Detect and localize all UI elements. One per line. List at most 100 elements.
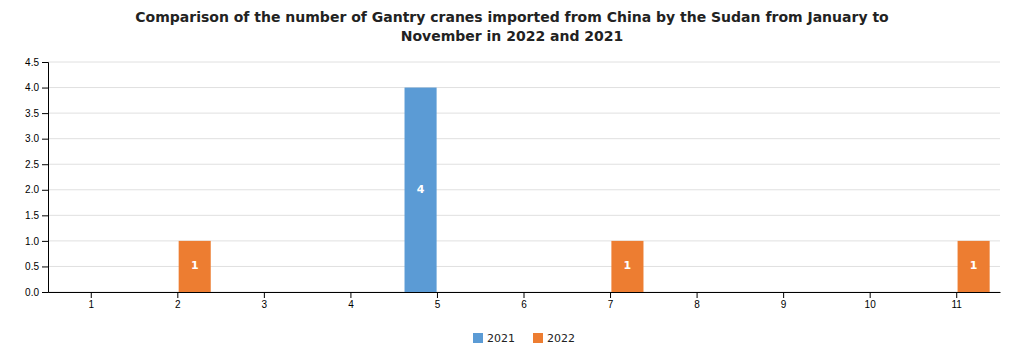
x-tick-mark — [437, 292, 438, 298]
y-tick-label: 2.0 — [25, 184, 39, 195]
bar — [871, 292, 903, 293]
grid-line — [48, 62, 1000, 63]
x-tick-mark — [264, 292, 265, 298]
grid-line — [48, 138, 1000, 139]
x-tick-mark — [91, 292, 92, 298]
y-tick: 2.5 — [25, 159, 48, 170]
x-tick: 8 — [694, 292, 700, 310]
x-tick-mark — [697, 292, 698, 298]
y-tick-label: 1.0 — [25, 236, 39, 247]
bar — [837, 292, 869, 293]
x-tick: 6 — [521, 292, 527, 310]
data-label: 4 — [417, 183, 425, 196]
x-tick: 10 — [865, 292, 877, 310]
x-tick-label: 1 — [88, 299, 94, 310]
legend-label: 2021 — [487, 332, 515, 345]
data-label: 1 — [970, 259, 978, 272]
legend-item: 2021 — [473, 332, 515, 345]
x-tick-label: 11 — [952, 299, 963, 310]
x-tick-mark — [177, 292, 178, 298]
bar — [491, 292, 523, 293]
grid-line — [48, 189, 1000, 190]
legend-item: 2022 — [533, 332, 575, 345]
x-tick-label: 5 — [435, 299, 441, 310]
x-tick: 5 — [435, 292, 441, 310]
chart-svg: 0.00.51.01.52.02.53.03.54.04.51234567891… — [0, 0, 1024, 358]
x-tick-mark — [870, 292, 871, 298]
chart-container: 0.00.51.01.52.02.53.03.54.04.51234567891… — [0, 0, 1024, 358]
data-label: 1 — [191, 259, 199, 272]
x-tick: 1 — [88, 292, 94, 310]
y-tick: 4.5 — [25, 57, 48, 68]
y-axis: 0.0 0.5 1.0 1.5 2.0 2.5 3.0 3.5 4.0 4.5 — [25, 57, 48, 298]
y-tick: 1.5 — [25, 210, 48, 221]
x-tick-label: 9 — [781, 299, 787, 310]
grid-line — [48, 215, 1000, 216]
legend-swatch — [533, 333, 543, 343]
y-tick-mark — [42, 113, 48, 114]
bar — [352, 292, 384, 293]
bar — [698, 292, 730, 293]
x-tick-label: 6 — [521, 299, 527, 310]
bar — [58, 292, 90, 293]
x-tick-mark — [524, 292, 525, 298]
grid-line — [48, 164, 1000, 165]
y-tick-mark — [42, 292, 48, 293]
x-tick-label: 10 — [865, 299, 877, 310]
data-label: 1 — [624, 259, 632, 272]
bar — [265, 292, 297, 293]
x-tick: 7 — [608, 292, 614, 310]
x-tick-label: 3 — [262, 299, 268, 310]
title: Comparison of the number of Gantry crane… — [135, 9, 889, 44]
x-tick: 3 — [262, 292, 268, 310]
x-tick-label: 7 — [608, 299, 614, 310]
y-tick-mark — [42, 241, 48, 242]
bar — [92, 292, 124, 293]
y-tick-label: 3.5 — [25, 108, 39, 119]
legend-label: 2022 — [547, 332, 575, 345]
x-tick-mark — [610, 292, 611, 298]
grid-line — [48, 113, 1000, 114]
bar — [231, 292, 263, 293]
x-tick: 9 — [781, 292, 787, 310]
y-tick-mark — [42, 62, 48, 63]
x-axis: 1 2 3 4 5 6 7 8 9 10 11 — [49, 292, 1001, 310]
y-tick-label: 2.5 — [25, 159, 39, 170]
y-tick: 2.0 — [25, 184, 48, 195]
x-tick-mark — [956, 292, 957, 298]
bar — [784, 292, 816, 293]
bar — [611, 241, 643, 292]
y-tick: 0.0 — [25, 287, 48, 298]
bar — [179, 241, 211, 292]
bar — [924, 292, 956, 293]
bar-series — [179, 241, 990, 292]
bar — [751, 292, 783, 293]
bar — [405, 88, 437, 292]
bar — [318, 292, 350, 293]
y-tick-label: 4.5 — [25, 57, 39, 68]
y-tick-label: 1.5 — [25, 210, 39, 221]
x-tick: 4 — [348, 292, 354, 310]
y-tick: 3.0 — [25, 133, 48, 144]
y-tick-label: 0.5 — [25, 261, 39, 272]
bars — [179, 88, 990, 292]
x-tick: 11 — [952, 292, 963, 310]
bar — [578, 292, 610, 293]
bar — [525, 292, 557, 293]
y-tick-mark — [42, 164, 48, 165]
legend-swatch — [473, 333, 483, 343]
y-tick-mark — [42, 266, 48, 267]
x-tick: 2 — [175, 292, 181, 310]
y-tick: 1.0 — [25, 236, 48, 247]
y-tick-mark — [42, 139, 48, 140]
y-tick: 3.5 — [25, 108, 48, 119]
bar — [145, 292, 177, 293]
bar — [438, 292, 470, 293]
y-tick-label: 0.0 — [25, 287, 39, 298]
y-tick: 4.0 — [25, 82, 48, 93]
x-tick-mark — [783, 292, 784, 298]
bar — [958, 241, 990, 292]
grid-line — [48, 87, 1000, 88]
legend: 2021 2022 — [473, 332, 575, 345]
bar — [664, 292, 696, 293]
